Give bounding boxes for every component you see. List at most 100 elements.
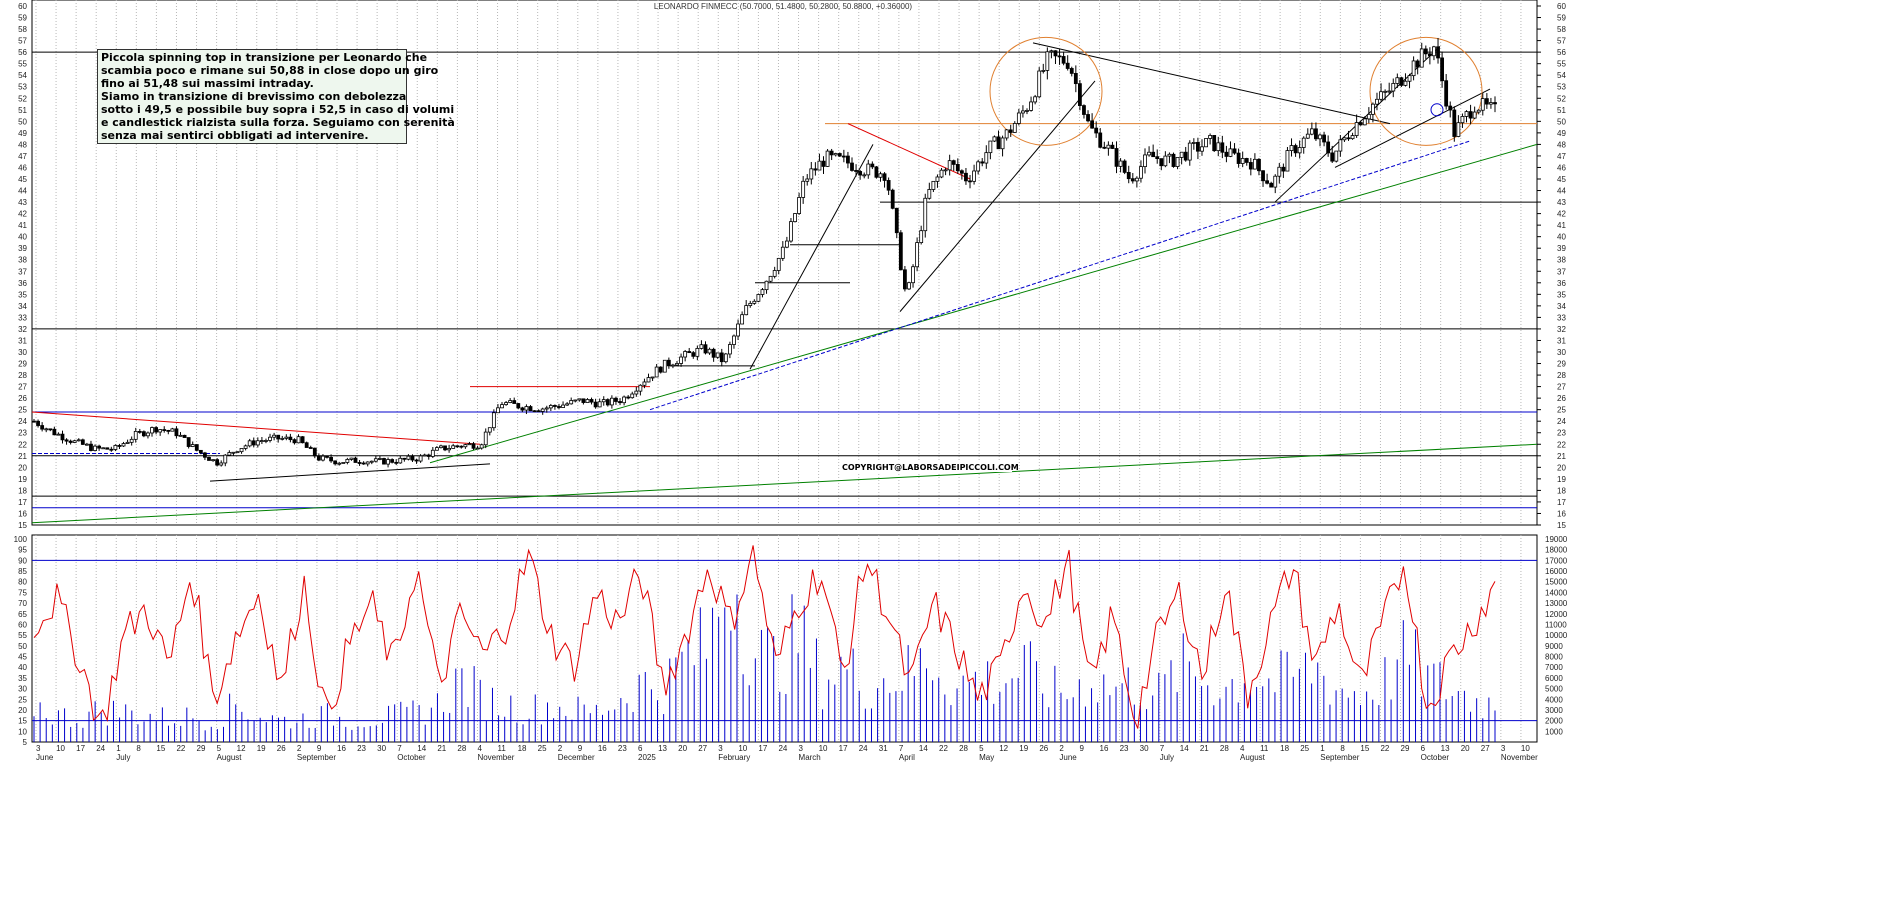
volume-tick-label: 18000: [1545, 546, 1568, 555]
candle-body: [1171, 153, 1176, 167]
candle-body: [959, 170, 964, 174]
x-tick-label: 7: [397, 744, 402, 753]
candle-body: [1387, 90, 1392, 93]
x-month-label: June: [1059, 753, 1077, 762]
osc-tick-label: 40: [18, 663, 27, 672]
y-tick-label-left: 54: [18, 71, 27, 80]
candle-body: [638, 384, 643, 392]
candle-body: [1073, 73, 1078, 85]
y-tick-label-right: 39: [1557, 244, 1566, 253]
candle-body: [1476, 109, 1481, 113]
candle-body: [162, 429, 167, 431]
candle-body: [984, 152, 989, 164]
note-line: scambia poco e rimane sui 50,88 in close…: [101, 64, 439, 77]
y-tick-label-left: 45: [18, 175, 27, 184]
candle-body: [817, 160, 822, 171]
candle-body: [581, 398, 586, 403]
candle-body: [500, 404, 504, 409]
candle-body: [1212, 135, 1217, 152]
osc-tick-label: 95: [18, 546, 27, 555]
axis-layer: 3 10 17 24 1 8 15 22 29 5 12 19 26 2 9 16 23 30 7 14 21 28 4 11…: [14, 2, 1568, 762]
candle-body: [479, 444, 484, 449]
x-tick-label: 21: [437, 744, 446, 753]
candle-body: [923, 197, 928, 232]
x-tick-label: 26: [277, 744, 286, 753]
x-month-label: October: [1421, 753, 1450, 762]
candle-body: [243, 445, 248, 449]
candle-body: [1358, 122, 1363, 126]
candle-body: [736, 323, 740, 337]
y-tick-label-right: 49: [1557, 129, 1566, 138]
candle-body: [1419, 48, 1424, 68]
candle-body: [1379, 91, 1383, 100]
y-tick-label-right: 50: [1557, 117, 1566, 126]
candle-body: [1094, 127, 1099, 134]
candle-body: [1053, 50, 1058, 57]
candle-body: [451, 445, 456, 449]
x-tick-label: 10: [56, 744, 65, 753]
y-tick-label-right: 37: [1557, 267, 1566, 276]
candle-body: [939, 169, 944, 178]
candle-body: [524, 406, 529, 411]
candle-body: [1045, 51, 1050, 71]
candle-body: [276, 434, 281, 440]
candle-body: [125, 441, 130, 444]
candle-body: [854, 170, 858, 172]
candle-body: [386, 459, 390, 465]
candle-body: [1330, 152, 1335, 162]
candle-body: [548, 405, 553, 409]
candle-body: [1489, 102, 1493, 105]
candle-body: [903, 269, 907, 290]
candle-body: [52, 428, 57, 436]
x-tick-label: 3: [718, 744, 723, 753]
x-month-label: August: [217, 753, 243, 762]
candle-body: [1342, 137, 1347, 141]
x-tick-label: 18: [1280, 744, 1289, 753]
osc-tick-label: 5: [23, 738, 28, 747]
candle-body: [890, 189, 895, 209]
candle-body: [691, 352, 696, 357]
note-line: fino ai 51,48 sui massimi intraday.: [101, 77, 314, 90]
y-tick-label-left: 24: [18, 417, 27, 426]
x-tick-label: 23: [618, 744, 627, 753]
candle-body: [1248, 162, 1253, 170]
candle-body: [1033, 96, 1038, 103]
y-tick-label-left: 57: [18, 37, 27, 46]
y-tick-label-left: 48: [18, 140, 27, 149]
candle-body: [829, 150, 834, 156]
candle-body: [410, 455, 415, 461]
osc-tick-label: 65: [18, 610, 27, 619]
candle-body: [337, 462, 342, 465]
candle-body: [1012, 123, 1017, 133]
candle-body: [109, 448, 114, 451]
candle-body: [662, 359, 667, 373]
x-tick-label: 3: [36, 744, 41, 753]
candle-body: [919, 230, 924, 244]
candle-body: [1484, 98, 1489, 105]
candle-body: [141, 431, 146, 437]
trendline-green: [31, 443, 1538, 524]
candle-body: [247, 440, 252, 447]
note-line: Siamo in transizione di brevissimo con d…: [101, 90, 407, 103]
osc-tick-label: 70: [18, 599, 27, 608]
x-tick-label: 24: [96, 744, 105, 753]
volume-tick-label: 6000: [1545, 674, 1563, 683]
y-tick-label-left: 34: [18, 302, 27, 311]
candle-body: [1309, 128, 1314, 135]
x-tick-label: 6: [1421, 744, 1426, 753]
candle-body: [866, 163, 871, 176]
candle-body: [170, 428, 175, 432]
candle-body: [443, 445, 447, 451]
candle-body: [422, 454, 427, 457]
candle-body: [740, 314, 745, 325]
x-month-label: November: [477, 753, 514, 762]
y-tick-label-right: 53: [1557, 83, 1566, 92]
x-month-label: July: [116, 753, 130, 762]
osc-tick-label: 100: [14, 535, 28, 544]
candle-body: [304, 442, 309, 448]
x-month-label: August: [1240, 753, 1266, 762]
candle-body: [687, 351, 692, 354]
trendline-black: [1334, 88, 1491, 168]
candle-body: [801, 180, 806, 198]
y-tick-label-left: 46: [18, 163, 27, 172]
